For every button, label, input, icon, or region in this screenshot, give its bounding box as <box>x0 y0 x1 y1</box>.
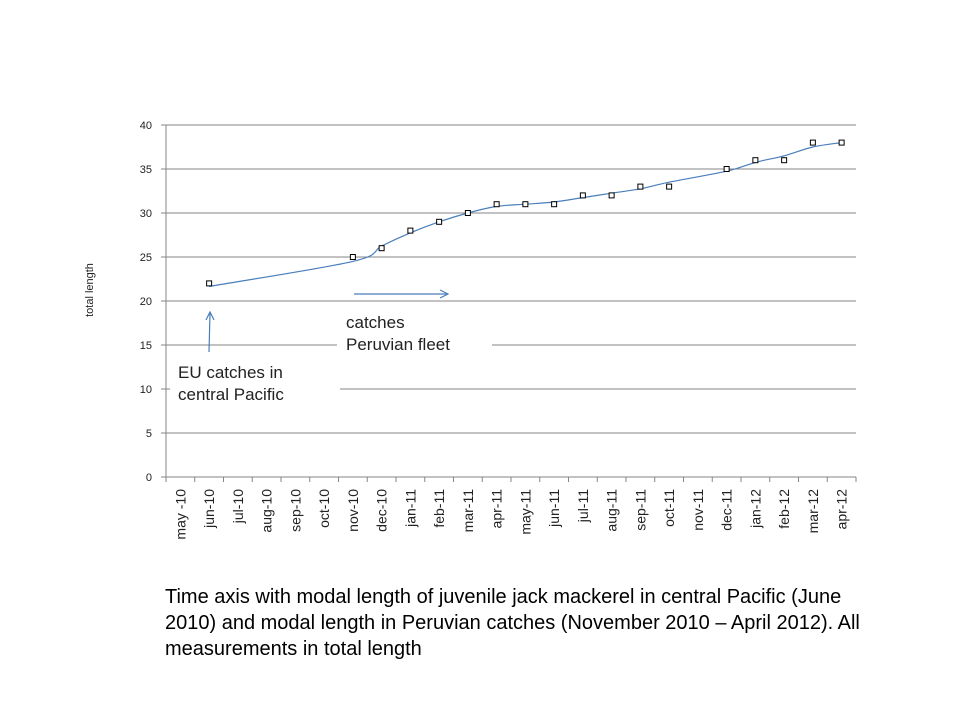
x-tick-label: apr-12 <box>834 489 850 530</box>
data-point <box>781 157 788 164</box>
x-tick-label: jan-12 <box>747 489 763 529</box>
data-point <box>752 157 759 164</box>
y-tick-label: 10 <box>140 384 152 396</box>
x-tick-label: jan-11 <box>402 489 418 528</box>
data-point <box>206 280 213 287</box>
y-tick-label: 40 <box>140 120 152 132</box>
y-tick-labels: 0 5 10 15 20 25 30 35 40 <box>140 120 152 484</box>
y-tick-label: 5 <box>146 428 152 440</box>
data-point <box>493 201 500 208</box>
x-tick-label: mar-12 <box>805 489 821 534</box>
data-point <box>407 227 414 234</box>
trend-line <box>209 142 842 287</box>
data-point <box>551 201 558 208</box>
x-tick-label: sep-10 <box>287 489 303 532</box>
arrow-up-head <box>205 310 215 321</box>
x-tick-label: feb-11 <box>431 489 447 528</box>
data-point <box>436 218 443 225</box>
annotation-arrows <box>205 289 450 353</box>
y-tick-label: 35 <box>140 164 152 176</box>
data-points <box>206 139 845 287</box>
y-tick-label: 15 <box>140 340 152 352</box>
arrow-right-head <box>439 289 450 299</box>
x-tick-label: apr-11 <box>489 489 505 529</box>
data-point <box>349 254 356 260</box>
data-point <box>723 166 730 172</box>
data-point <box>522 201 529 208</box>
y-tick-label: 0 <box>146 472 152 484</box>
x-tick-label: feb-12 <box>776 489 792 529</box>
x-tick-label: may -10 <box>172 489 188 540</box>
arrow-up-shaft <box>208 312 211 353</box>
data-point <box>464 210 471 216</box>
data-point <box>579 192 586 199</box>
data-point <box>637 183 644 190</box>
data-point <box>608 192 615 199</box>
data-point <box>809 139 816 146</box>
x-tick-labels: may -10 jun-10 jul-10 aug-10 sep-10 oct-10 nov… <box>172 489 849 540</box>
x-tick-label: oct-11 <box>661 489 677 527</box>
annotation-peruvian-catches: catches Peruvian fleet <box>337 312 492 356</box>
x-tick-label: mar-11 <box>460 489 476 533</box>
x-tick-label: oct-10 <box>316 489 332 528</box>
y-tick-label: 25 <box>140 252 152 264</box>
y-tick-label: 20 <box>140 296 152 308</box>
annotation-eu-catches: EU catches in central Pacific <box>170 362 340 406</box>
x-tick-label: aug-11 <box>604 489 620 532</box>
x-tick-label: may-11 <box>517 489 533 535</box>
y-tick-label: 30 <box>140 208 152 220</box>
x-tick-label: jun-10 <box>201 489 217 529</box>
figure-caption: Time axis with modal length of juvenile … <box>165 586 860 660</box>
x-tick-label: nov-11 <box>690 489 706 531</box>
x-tick-label: dec-10 <box>374 489 390 532</box>
y-axis-title: total length <box>84 263 96 317</box>
data-point <box>838 139 845 146</box>
x-tick-label: aug-10 <box>259 489 275 533</box>
data-point <box>666 183 673 190</box>
axes <box>161 124 857 482</box>
x-tick-label: dec-11 <box>719 489 735 531</box>
x-tick-label: sep-11 <box>632 489 648 531</box>
x-tick-label: jul-11 <box>575 489 591 523</box>
x-tick-label: jun-11 <box>546 489 562 528</box>
x-tick-label: nov-10 <box>345 489 361 532</box>
data-point <box>378 245 385 252</box>
x-tick-label: jul-10 <box>230 489 246 524</box>
